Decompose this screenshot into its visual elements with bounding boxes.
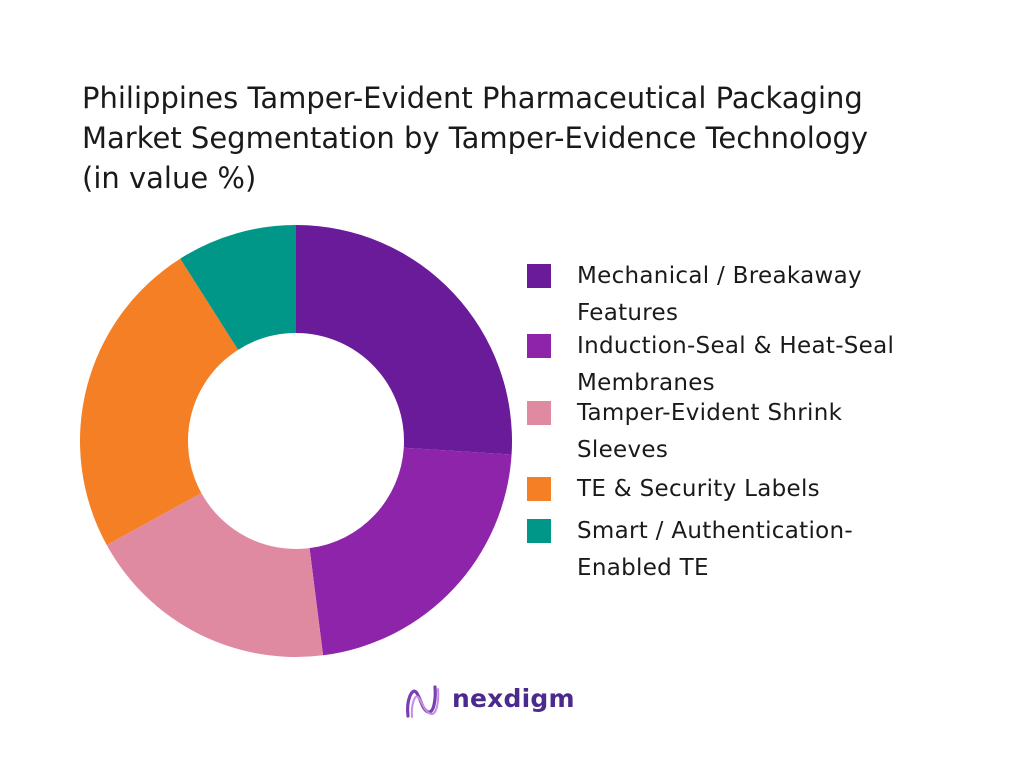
legend-label: Mechanical / Breakaway Features bbox=[577, 258, 967, 332]
legend-label-line: Induction-Seal & Heat-Seal bbox=[577, 333, 895, 359]
legend-label: Tamper-Evident Shrink Sleeves bbox=[577, 395, 967, 469]
chart-title-line: Market Segmentation by Tamper-Evidence T… bbox=[82, 121, 869, 155]
donut-slice bbox=[309, 447, 512, 656]
nexdigm-logo-icon bbox=[406, 685, 440, 718]
legend-swatch bbox=[527, 264, 551, 288]
legend-label-line: Tamper-Evident Shrink bbox=[577, 400, 843, 426]
legend-swatch bbox=[527, 401, 551, 425]
chart-title: Philippines Tamper-Evident Pharmaceutica… bbox=[82, 78, 1002, 198]
donut-slice bbox=[296, 225, 512, 455]
legend-swatch bbox=[527, 334, 551, 358]
legend-label-line: Sleeves bbox=[577, 437, 669, 463]
donut-slice bbox=[106, 493, 324, 657]
legend-swatch bbox=[527, 477, 551, 501]
legend-label-line: Mechanical / Breakaway bbox=[577, 263, 862, 289]
logo-text: nexdigm bbox=[452, 684, 575, 713]
chart-title-line: (in value %) bbox=[82, 161, 257, 195]
legend-label-line: Membranes bbox=[577, 370, 715, 396]
legend-label: Induction-Seal & Heat-Seal Membranes bbox=[577, 328, 967, 402]
legend-swatch bbox=[527, 519, 551, 543]
donut-chart bbox=[79, 225, 512, 657]
legend-label-line: Enabled TE bbox=[577, 555, 709, 581]
legend-label: Smart / Authentication- Enabled TE bbox=[577, 513, 967, 587]
legend-label: TE & Security Labels bbox=[577, 471, 967, 508]
legend-label-line: Features bbox=[577, 300, 679, 326]
legend-label-line: TE & Security Labels bbox=[577, 476, 820, 502]
legend-label-line: Smart / Authentication- bbox=[577, 518, 853, 544]
chart-title-line: Philippines Tamper-Evident Pharmaceutica… bbox=[82, 81, 863, 115]
donut-slice bbox=[180, 225, 296, 350]
donut-slice bbox=[79, 258, 239, 546]
